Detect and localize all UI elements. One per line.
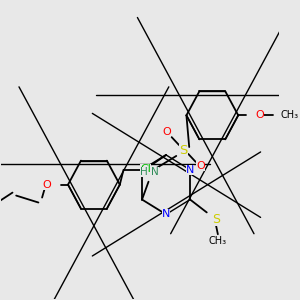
Text: S: S: [212, 213, 220, 226]
Text: O: O: [43, 180, 51, 190]
Text: N: N: [162, 209, 170, 219]
Text: H: H: [140, 167, 148, 177]
Text: N: N: [151, 167, 159, 177]
Text: CH₃: CH₃: [281, 110, 299, 120]
Text: O: O: [163, 127, 171, 137]
Text: N: N: [186, 165, 194, 175]
Text: O: O: [255, 110, 264, 120]
Text: CH₃: CH₃: [209, 236, 227, 246]
Text: O: O: [196, 161, 205, 171]
Text: Cl: Cl: [140, 164, 151, 174]
Text: S: S: [179, 143, 188, 157]
